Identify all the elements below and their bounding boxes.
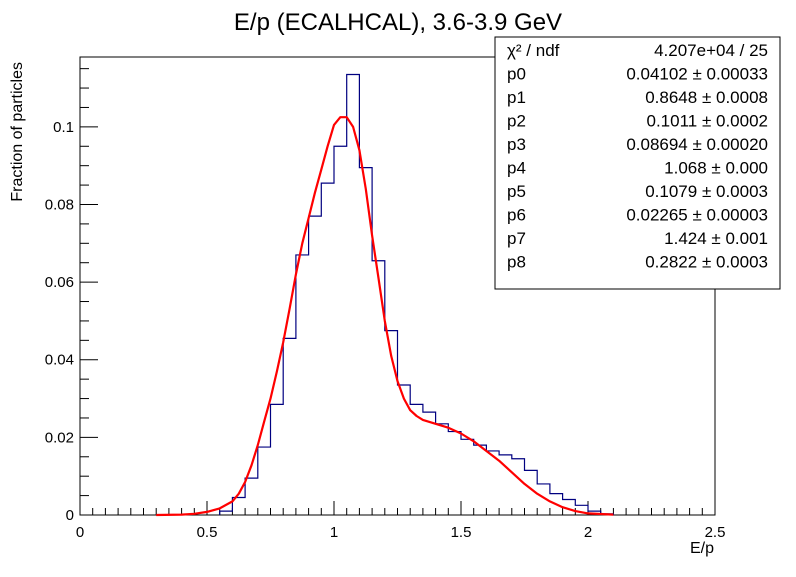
- stats-label: p0: [507, 65, 526, 84]
- stats-value: 0.1079 ± 0.0003: [645, 182, 768, 201]
- stats-label: p3: [507, 135, 526, 154]
- x-tick-label: 1.5: [451, 524, 472, 541]
- fit-stats-box: χ² / ndf 4.207e+04 / 25 p0 0.04102 ± 0.0003…: [494, 36, 781, 290]
- stats-label: p1: [507, 88, 526, 107]
- y-tick-label: 0.06: [45, 274, 74, 291]
- stats-label: p8: [507, 253, 526, 272]
- fit-curve: [156, 116, 614, 517]
- stats-box-frame: [494, 36, 781, 290]
- stats-value: 0.2822 ± 0.0003: [645, 253, 768, 272]
- stats-value: 0.02265 ± 0.00003: [626, 206, 768, 225]
- stats-label: χ² / ndf: [507, 41, 560, 60]
- x-tick-label: 2: [584, 524, 592, 541]
- stats-value: 0.04102 ± 0.00033: [626, 65, 768, 84]
- stats-value: 0.08694 ± 0.00020: [626, 135, 768, 154]
- chart-title: E/p (ECALHCAL), 3.6-3.9 GeV: [234, 9, 562, 36]
- stats-label: p7: [507, 229, 526, 248]
- stats-label: p4: [507, 159, 526, 178]
- stats-value: 1.424 ± 0.001: [664, 229, 768, 248]
- y-tick-label: 0: [66, 507, 74, 524]
- stats-label: p6: [507, 206, 526, 225]
- x-tick-label: 0: [76, 524, 84, 541]
- x-tick-label: 0.5: [197, 524, 218, 541]
- y-tick-label: 0.04: [45, 352, 74, 369]
- plot-area: 0 0.5 1 1.5 2 2.5 0 0.02 0.04 0.06 0.08 0.1: [45, 56, 726, 541]
- stats-label: p2: [507, 112, 526, 131]
- y-tick-label: 0.1: [53, 119, 74, 136]
- x-tick-label: 1: [330, 524, 338, 541]
- y-axis-label: Fraction of particles: [9, 62, 26, 202]
- stats-value: 4.207e+04 / 25: [654, 41, 768, 60]
- stats-value: 1.068 ± 0.000: [664, 159, 768, 178]
- histogram-series: [219, 73, 614, 515]
- stats-value: 0.8648 ± 0.0008: [645, 88, 768, 107]
- x-tick-label: 2.5: [705, 524, 726, 541]
- stats-label: p5: [507, 182, 526, 201]
- y-tick-label: 0.02: [45, 429, 74, 446]
- x-axis-label: E/p: [690, 540, 714, 557]
- y-tick-label: 0.08: [45, 196, 74, 213]
- stats-value: 0.1011 ± 0.0002: [646, 112, 768, 131]
